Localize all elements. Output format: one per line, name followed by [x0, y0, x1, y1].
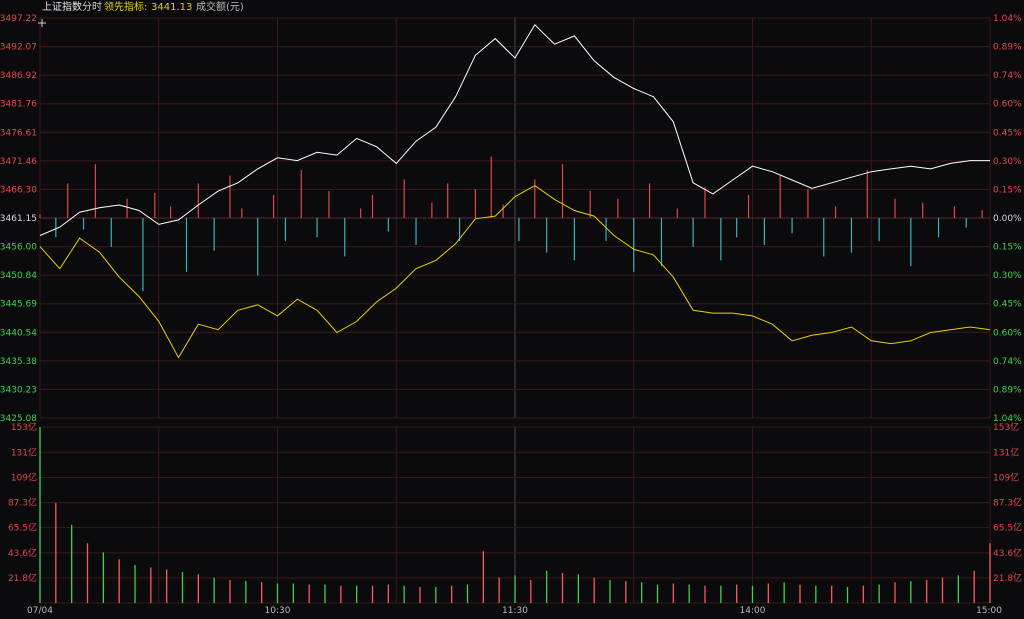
- price-tick-label: 3450.84: [0, 271, 37, 281]
- time-label: 15:00: [976, 606, 1002, 616]
- price-tick-label: 3440.54: [0, 328, 37, 338]
- leading-indicator-label: 领先指标:: [104, 2, 148, 13]
- volume-tick-label: 109亿: [11, 472, 37, 484]
- pct-tick-label: 0.60%: [993, 100, 1022, 110]
- price-tick-label: 3425.08: [0, 414, 37, 424]
- price-tick-label: 3461.15: [0, 214, 37, 224]
- timeframe-tab[interactable]: 分时: [82, 2, 102, 13]
- price-tick-label: 3471.46: [0, 157, 37, 167]
- time-label: 10:30: [265, 606, 291, 616]
- price-tick-label: 3456.00: [0, 243, 37, 253]
- price-tick-label: 3466.30: [0, 185, 37, 195]
- time-label: 14:00: [740, 606, 766, 616]
- volume-tick-label: 87.3亿: [8, 497, 37, 509]
- volume-tick-label: 153亿: [993, 421, 1019, 433]
- volume-tick-label: 65.5亿: [993, 522, 1022, 534]
- pct-tick-label: 0.30%: [993, 157, 1022, 167]
- pct-tick-label: 0.15%: [993, 185, 1022, 195]
- pct-tick-label: 0.15%: [993, 243, 1022, 253]
- volume-tick-label: 153亿: [11, 421, 37, 433]
- volume-tick-label: 43.6亿: [8, 547, 37, 559]
- pct-tick-label: 0.60%: [993, 328, 1022, 338]
- volume-tick-label: 43.6亿: [993, 547, 1022, 559]
- price-tick-label: 3492.07: [0, 43, 37, 53]
- volume-tick-label: 109亿: [993, 472, 1019, 484]
- index-name: 上证指数: [42, 2, 82, 13]
- volume-tick-label: 131亿: [11, 446, 37, 458]
- time-label: 07/04: [27, 606, 53, 616]
- volume-tick-label: 131亿: [993, 446, 1019, 458]
- volume-tick-label: 65.5亿: [8, 522, 37, 534]
- pct-tick-label: 0.00%: [993, 214, 1022, 224]
- price-line: [39, 23, 990, 236]
- volume-tick-label: 21.8亿: [993, 572, 1022, 584]
- volume-tick-label: 87.3亿: [993, 497, 1022, 509]
- leading-indicator-value: 3441.13: [151, 2, 193, 13]
- time-label: 11:30: [502, 606, 528, 616]
- pct-tick-label: 0.45%: [993, 300, 1022, 310]
- pct-tick-label: 1.04%: [993, 414, 1022, 424]
- volume-label: 成交额(元): [196, 2, 244, 13]
- price-tick-label: 3430.23: [0, 385, 37, 395]
- pct-tick-label: 0.30%: [993, 271, 1022, 281]
- pct-tick-label: 1.04%: [993, 14, 1022, 24]
- pct-tick-label: 0.89%: [993, 43, 1022, 53]
- price-tick-label: 3486.92: [0, 71, 37, 81]
- pct-tick-label: 0.74%: [993, 357, 1022, 367]
- pct-tick-label: 0.74%: [993, 71, 1022, 81]
- pct-tick-label: 0.89%: [993, 385, 1022, 395]
- price-tick-label: 3445.69: [0, 300, 37, 310]
- price-tick-label: 3435.38: [0, 357, 37, 367]
- pct-tick-label: 0.45%: [993, 128, 1022, 138]
- leading-indicator-line: [39, 185, 991, 359]
- price-tick-label: 3481.76: [0, 100, 37, 110]
- price-tick-label: 3476.61: [0, 128, 37, 138]
- price-tick-label: 3497.22: [0, 14, 37, 24]
- volume-tick-label: 21.8亿: [8, 572, 37, 584]
